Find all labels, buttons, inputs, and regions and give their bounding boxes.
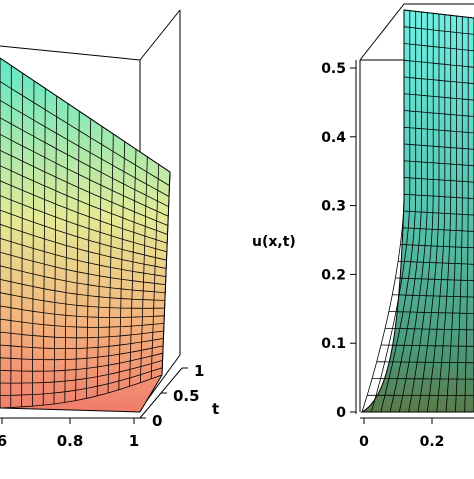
right-z-tick-label: 0 [336, 405, 346, 421]
right-z-axis-label: u(x,t) [252, 234, 296, 250]
right-z-tick-label: 0.2 [321, 267, 346, 283]
right-z-tick-label: 0.3 [321, 199, 346, 215]
right-z-tick-label: 0.4 [321, 130, 346, 146]
right-surface [362, 10, 474, 412]
right-z-tick-label: 0.5 [321, 61, 346, 77]
right-x-tick-label: 0 [359, 434, 369, 450]
right-x-tick-label: 0.2 [420, 434, 445, 450]
left-x-tick-label: 6 [0, 432, 7, 450]
right-z-ticks: 0 0.1 0.2 0.3 0.4 0.5 [321, 61, 356, 421]
left-t-tick-label: 1 [194, 362, 204, 380]
left-t-tick-label: 0 [152, 412, 162, 430]
left-x-tick-label: 0.8 [57, 432, 84, 450]
left-t-axis-label: t [212, 400, 219, 418]
right-z-tick-label: 0.1 [321, 336, 346, 352]
left-x-tick-label: 1 [129, 432, 139, 450]
left-t-tick-label: 0.5 [173, 387, 200, 405]
